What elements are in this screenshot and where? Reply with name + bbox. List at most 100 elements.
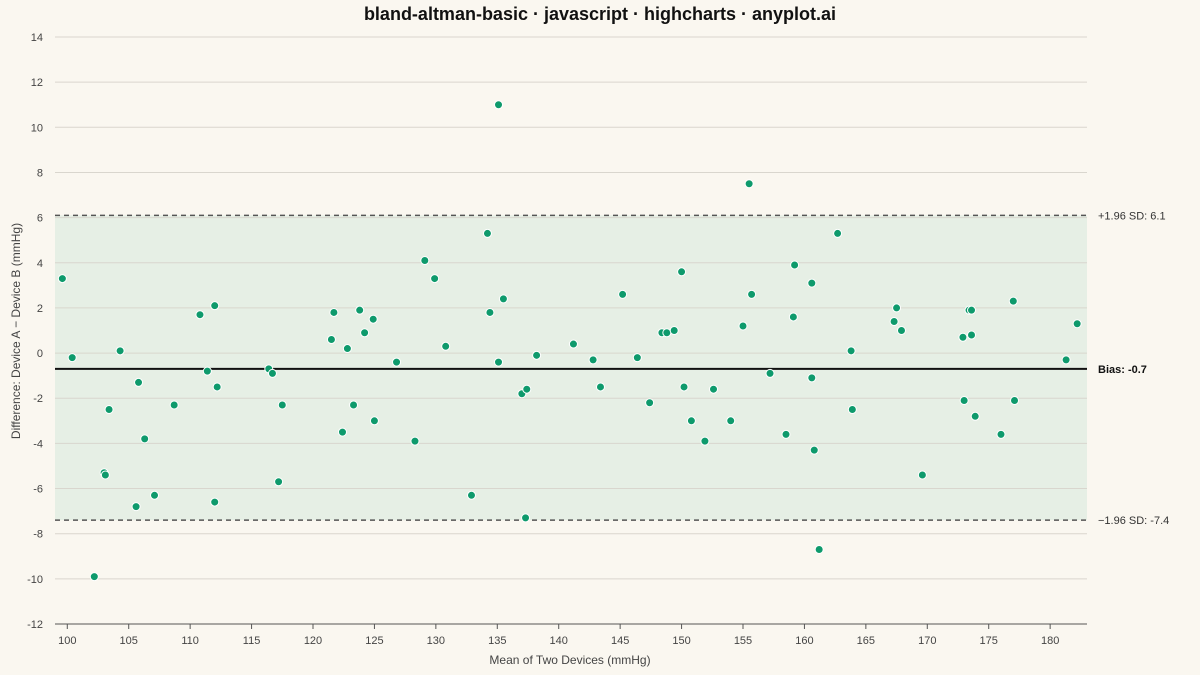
data-point xyxy=(809,445,819,455)
data-point xyxy=(632,353,642,363)
data-point xyxy=(738,321,748,331)
y-axis-title: Difference: Device A − Device B (mmHg) xyxy=(9,223,23,439)
data-point xyxy=(67,353,77,363)
data-point xyxy=(889,316,899,326)
data-points-group xyxy=(57,100,1082,582)
x-tick-label: 180 xyxy=(1041,635,1059,647)
y-tick-label: 4 xyxy=(37,258,43,270)
data-point xyxy=(765,368,775,378)
data-point xyxy=(677,267,687,277)
x-tick-label: 165 xyxy=(857,635,875,647)
data-point xyxy=(482,228,492,238)
data-point xyxy=(368,314,378,324)
data-point xyxy=(441,341,451,351)
data-point xyxy=(195,310,205,320)
data-point xyxy=(392,357,402,367)
axes-group: -12 -10 -8 -6 -4 -2 0 2 4 6 8 10 12 14 100 105 110 115 120… xyxy=(27,32,1087,647)
data-point xyxy=(494,100,504,110)
x-tick-label: 135 xyxy=(488,635,506,647)
data-point xyxy=(847,405,857,415)
x-tick-label: 105 xyxy=(120,635,138,647)
data-point xyxy=(521,513,531,523)
y-tick-label: 12 xyxy=(31,77,43,89)
data-point xyxy=(494,357,504,367)
data-point xyxy=(498,294,508,304)
data-point xyxy=(267,368,277,378)
data-point xyxy=(1010,395,1020,405)
data-point xyxy=(104,405,114,415)
data-point xyxy=(485,307,495,317)
y-tick-label: 10 xyxy=(31,122,43,134)
reference-lines-group xyxy=(55,214,1087,521)
x-tick-label: 130 xyxy=(427,635,445,647)
data-point xyxy=(430,274,440,284)
x-tick-label: 110 xyxy=(181,635,199,647)
data-point xyxy=(788,312,798,322)
bias-label: Bias: -0.7 xyxy=(1098,364,1147,376)
data-point xyxy=(420,256,430,266)
data-point xyxy=(896,326,906,335)
data-point xyxy=(1061,355,1071,365)
chart-title: bland-altman-basic · javascript · highch… xyxy=(364,4,836,24)
data-point xyxy=(169,400,179,410)
data-point xyxy=(134,377,144,387)
data-point xyxy=(846,346,856,356)
data-point xyxy=(747,289,757,299)
data-point xyxy=(662,328,672,338)
data-point xyxy=(807,373,817,383)
data-point xyxy=(917,470,927,480)
data-point xyxy=(709,384,719,394)
data-point xyxy=(807,278,817,288)
data-point xyxy=(274,477,284,487)
data-point xyxy=(329,307,339,317)
lower-limit-label: −1.96 SD: -7.4 xyxy=(1098,515,1169,527)
data-point xyxy=(679,382,689,392)
data-point xyxy=(1072,319,1082,329)
data-point xyxy=(89,572,99,582)
agreement-band xyxy=(55,215,1087,521)
data-point xyxy=(140,434,150,444)
x-tick-label: 150 xyxy=(672,635,690,647)
data-point xyxy=(349,400,359,410)
y-tick-label: 2 xyxy=(37,303,43,315)
x-tick-label: 100 xyxy=(58,635,76,647)
data-point xyxy=(790,260,800,270)
y-tick-label: -6 xyxy=(33,484,43,496)
data-point xyxy=(355,305,365,315)
data-point xyxy=(410,436,420,446)
data-point xyxy=(100,470,110,480)
y-tick-label: -4 xyxy=(33,438,43,450)
data-point xyxy=(277,400,287,410)
data-point xyxy=(57,274,67,284)
data-point xyxy=(532,350,542,360)
gridlines-group xyxy=(55,36,1087,625)
data-point xyxy=(967,330,977,340)
data-point xyxy=(595,382,605,392)
x-tick-label: 155 xyxy=(734,635,752,647)
y-tick-label: 0 xyxy=(37,348,43,360)
data-point xyxy=(150,490,160,500)
data-point xyxy=(618,289,628,299)
data-point xyxy=(958,332,968,342)
data-point xyxy=(700,436,710,446)
x-tick-label: 120 xyxy=(304,635,322,647)
data-point xyxy=(369,416,379,426)
data-point xyxy=(210,301,220,311)
data-point xyxy=(326,335,336,345)
x-tick-label: 140 xyxy=(550,635,568,647)
data-point xyxy=(1008,296,1018,306)
y-tick-label: 8 xyxy=(37,167,43,179)
data-point xyxy=(967,305,977,315)
data-point xyxy=(781,429,791,439)
x-axis-title: Mean of Two Devices (mmHg) xyxy=(489,653,650,667)
x-tick-label: 125 xyxy=(365,635,383,647)
data-point xyxy=(744,179,754,189)
data-point xyxy=(669,326,679,335)
upper-limit-label: +1.96 SD: 6.1 xyxy=(1098,210,1166,222)
data-point xyxy=(360,328,370,338)
limits-of-agreement-band-group xyxy=(55,215,1087,521)
data-point xyxy=(726,416,736,426)
data-point xyxy=(814,544,824,554)
x-tick-label: 145 xyxy=(611,635,629,647)
